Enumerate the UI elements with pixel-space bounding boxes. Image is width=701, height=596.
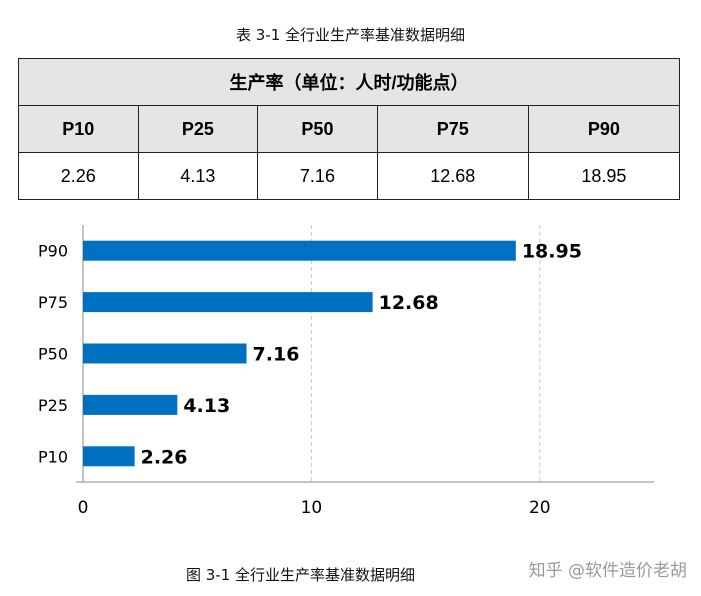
- table-cell-p90: 18.95: [527, 152, 681, 200]
- data-label-p10: 2.26: [141, 446, 188, 468]
- table-header: 生产率（单位：人时/功能点）: [18, 58, 680, 106]
- x-tick-label-20: 20: [529, 498, 551, 518]
- category-label-p25: P25: [38, 396, 68, 415]
- category-label-p75: P75: [38, 293, 68, 312]
- category-label-p90: P90: [38, 242, 68, 261]
- column-header-p90: P90: [527, 105, 681, 153]
- bar-p25: [83, 394, 178, 415]
- column-header-p75: P75: [376, 105, 529, 153]
- table-cell-p50: 7.16: [257, 152, 378, 200]
- bar-chart: 0 10 20 P90 18.95 P75 12.68 P50 7.16 P25 4.13 P10 2.…: [38, 225, 654, 518]
- watermark: 知乎 @软件造价老胡: [528, 561, 687, 581]
- bar-p50: [83, 343, 247, 364]
- data-label-p90: 18.95: [522, 241, 582, 263]
- table-cell-p25: 4.13: [137, 152, 259, 200]
- category-label-p10: P10: [38, 447, 68, 466]
- figure-caption: 图 3-1 全行业生产率基准数据明细: [185, 566, 416, 584]
- category-label-p50: P50: [38, 345, 68, 364]
- table-cell-p75: 12.68: [376, 152, 529, 200]
- data-label-p25: 4.13: [183, 395, 230, 417]
- bar-p10: [83, 446, 135, 467]
- bar-p90: [83, 240, 516, 261]
- x-tick-label-0: 0: [78, 498, 89, 518]
- table-cell-p10: 2.26: [18, 152, 139, 200]
- column-header-p10: P10: [18, 105, 139, 153]
- data-label-p75: 12.68: [379, 292, 439, 314]
- table-caption: 表 3-1 全行业生产率基准数据明细: [235, 26, 466, 44]
- bar-p75: [83, 292, 373, 313]
- data-label-p50: 7.16: [253, 344, 300, 366]
- column-header-p50: P50: [257, 105, 378, 153]
- x-tick-label-10: 10: [301, 498, 323, 518]
- column-header-p25: P25: [137, 105, 259, 153]
- benchmark-table: 生产率（单位：人时/功能点） P10 P25 P50 P75 P90 2.26 …: [18, 58, 681, 200]
